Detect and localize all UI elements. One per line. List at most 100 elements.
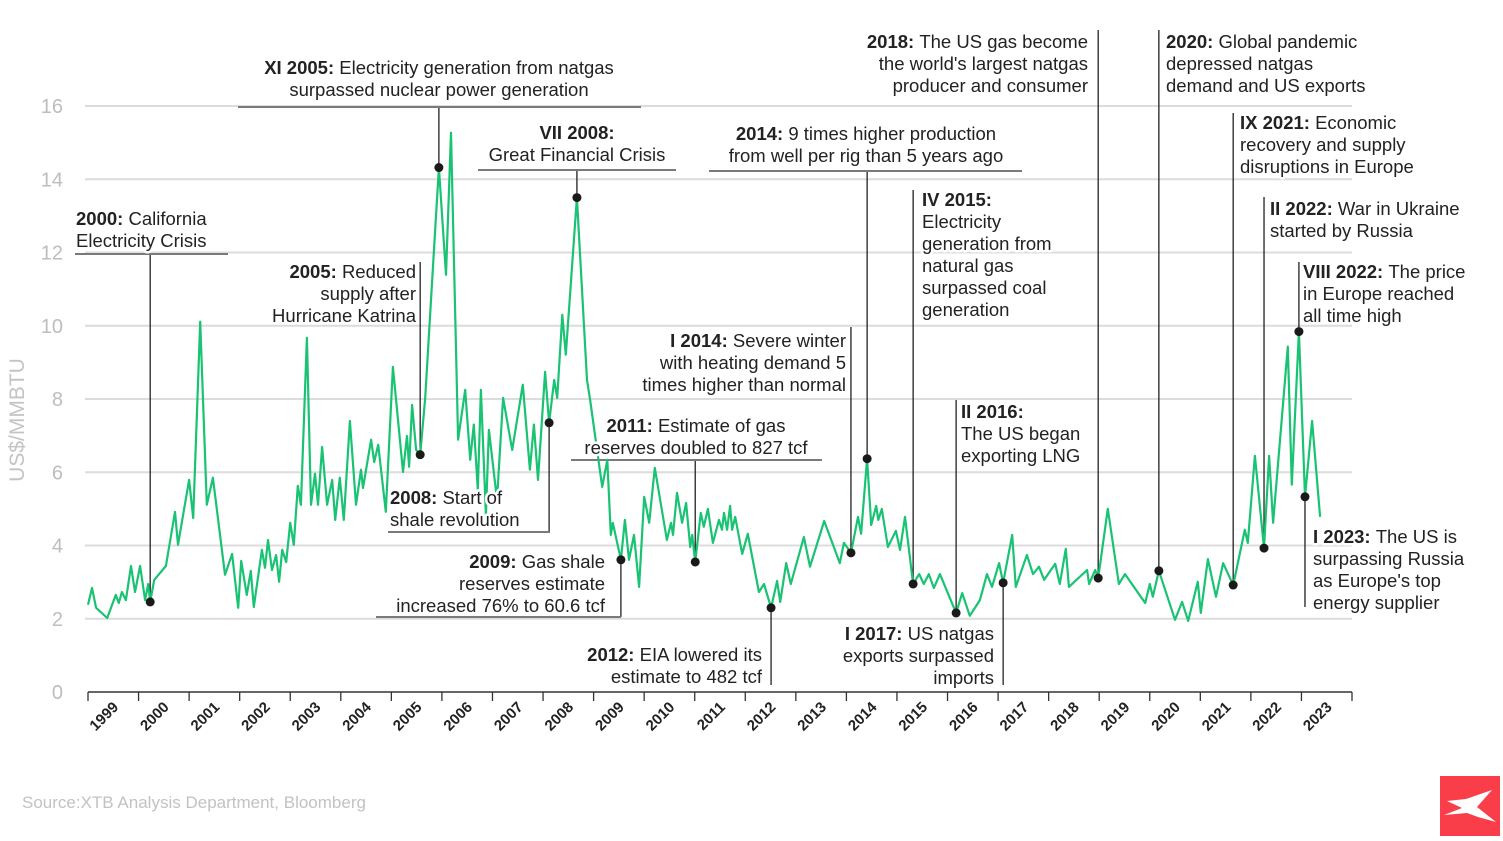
annotation-line-text: EIA lowered its [640,644,762,665]
annotation-line-text: Electricity generation from natgas [339,57,614,78]
annotation-line: increased 76% to 60.6 tcf [396,595,606,616]
x-tick-label: 2008 [542,699,578,735]
annotation-dot [616,555,626,565]
annotation-dot [145,597,155,607]
annotation-dot [572,193,582,203]
annotation-line: Great Financial Crisis [489,144,666,165]
annotation-line-text: 9 times higher production [788,123,996,144]
xtb-logo [1440,776,1500,836]
annotation-text: I 2017: US natgas exports surpassed import… [843,623,994,688]
annotation-line: in Europe reached [1303,283,1454,304]
annotation-line: 2018: The US gas become [867,31,1088,52]
annotation-text: 2012: EIA lowered its estimate to 482 tcf [587,644,763,687]
x-tick-label: 2013 [794,699,830,735]
y-tick-label: 8 [52,389,63,411]
annotation-dot [1093,573,1103,583]
price-line [86,131,1322,622]
x-tick-label: 2004 [339,698,375,734]
x-tick-label: 2012 [744,699,780,735]
x-tick-label: 2019 [1098,699,1134,735]
x-tick-label: 2002 [238,699,274,735]
annotation-line: 2008: Start of [390,487,503,508]
annotation-dot [1259,543,1269,553]
annotation-line: The US began [961,423,1080,444]
annotation-text: 2005: Reduced supply after Hurricane Katri… [272,261,417,326]
annotation-line: IX 2021: Economic [1240,112,1396,133]
annotation-text: 2018: The US gas become the world's large… [867,31,1088,96]
annotation-line: 2009: Gas shale [469,551,605,572]
annotation-line-text: California [128,208,207,229]
x-tick-label: 2000 [137,699,173,735]
annotation-line-text: The price [1388,261,1465,282]
annotation-line: surpassed coal [922,277,1046,298]
annotation-line: disruptions in Europe [1240,156,1414,177]
annotation-line: I 2017: US natgas [845,623,994,644]
annotation-date: 2012: [587,644,639,665]
annotation-dot [846,548,856,558]
annotation-line-text: Global pandemic [1218,31,1357,52]
y-tick-label: 10 [41,316,63,338]
annotation-line: 2000: California [76,208,207,229]
annotation-line-text: Start of [442,487,502,508]
annotation-line: with heating demand 5 [659,352,846,373]
annotation-line: times higher than normal [642,374,846,395]
y-axis-ticks: 0 2 4 6 8 10 12 14 16 [41,96,63,704]
x-tick-label: 1999 [86,699,122,735]
annotation-date: II 2022: [1270,198,1338,219]
annotation-text: I 2023: The US is surpassing Russia as Eur… [1313,526,1465,613]
annotation-date: 2014: [736,123,788,144]
annotation-date: IX 2021: [1240,112,1315,133]
annotation-date: 2000: [76,208,128,229]
annotation-date: 2009: [469,551,521,572]
y-tick-label: 6 [52,462,63,484]
annotation-line-text: Economic [1315,112,1396,133]
annotation-line: XI 2005: Electricity generation from nat… [264,57,614,78]
annotation-line: reserves doubled to 827 tcf [584,437,808,458]
annotation-line: reserves estimate [459,573,605,594]
annotation-text: I 2014: Severe winter with heating demand… [642,330,846,395]
x-tick-label: 2011 [694,699,729,734]
annotation-line: exports surpassed [843,645,994,666]
annotation-dot [1294,327,1304,337]
annotation-date: 2008: [390,487,442,508]
annotation-line: the world's largest natgas [879,53,1088,74]
annotation-line: I 2014: Severe winter [670,330,846,351]
annotation-date: II 2016: [961,401,1024,422]
y-tick-label: 12 [41,243,63,265]
annotation-line: generation [922,299,1009,320]
annotation-line: supply after [320,283,416,304]
annotation-line: generation from [922,233,1052,254]
x-tick-label: 2003 [289,699,325,735]
x-tick-label: 2009 [592,699,628,735]
annotation-dot [1300,492,1310,502]
annotation-dot [1228,580,1238,590]
annotation-line: surpassed nuclear power generation [289,79,588,100]
x-tick-label: 2021 [1199,699,1235,735]
annotation-line: 2005: Reduced [289,261,416,282]
annotation-line: surpassing Russia [1313,548,1465,569]
annotation-text: IV 2015: Electricity generation from natura… [922,189,1052,320]
annotation-text: 2014: 9 times higher production from well… [729,123,1004,166]
annotation-line: 2014: 9 times higher production [736,123,996,144]
x-tick-label: 2014 [845,698,881,734]
y-tick-label: 0 [52,682,63,704]
x-tick-label: 2018 [1047,699,1083,735]
y-tick-label: 4 [52,536,63,558]
annotation-line: all time high [1303,305,1402,326]
annotation-date: 2005: [289,261,341,282]
annotation-date: 2011: [607,415,658,436]
annotations: 2000: California Electricity Crisis XI 200… [74,29,1468,691]
annotation-line: estimate to 482 tcf [611,666,763,687]
annotation-line: from well per rig than 5 years ago [729,145,1004,166]
annotation-line: II 2016: [961,401,1024,422]
x-tick-label: 2015 [895,699,931,735]
y-tick-label: 2 [52,609,63,631]
annotation-date: I 2023: [1313,526,1376,547]
x-tick-label: 2017 [997,699,1033,735]
annotation-text: VIII 2022: The price in Europe reached all… [1303,261,1465,326]
annotation-line: imports [933,667,994,688]
annotation-line-text: Severe winter [733,330,846,351]
annotation-line: 2020: Global pandemic [1166,31,1357,52]
annotation-line-text: Gas shale [522,551,605,572]
